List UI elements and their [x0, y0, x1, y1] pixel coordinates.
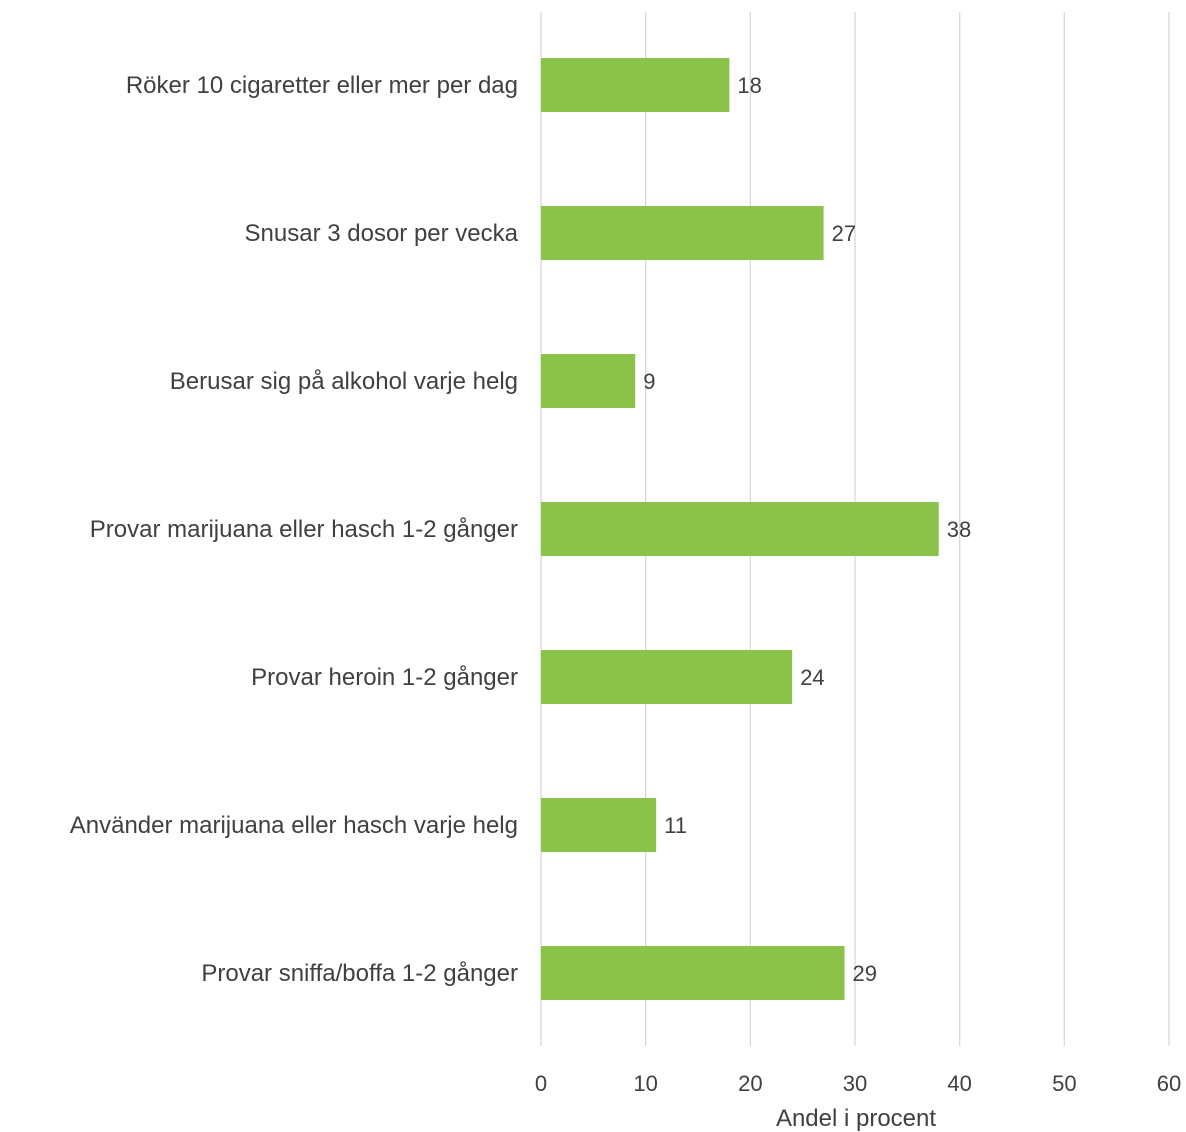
x-tick-label: 40: [947, 1071, 971, 1096]
data-label: 18: [737, 73, 761, 98]
data-label: 9: [643, 369, 655, 394]
data-label: 24: [800, 665, 824, 690]
bar: [541, 502, 939, 556]
category-labels: Röker 10 cigaretter eller mer per dag Snu…: [70, 72, 519, 987]
data-label: 38: [947, 517, 971, 542]
x-tick-label: 0: [535, 1071, 547, 1096]
x-tick-label: 50: [1052, 1071, 1076, 1096]
bar: [541, 354, 636, 408]
category-label: Provar heroin 1-2 gånger: [251, 664, 518, 691]
x-axis-ticks: 0 10 20 30 40 50 60: [535, 1071, 1181, 1096]
bar: [541, 206, 824, 260]
bar: [541, 58, 730, 112]
category-label: Provar marijuana eller hasch 1-2 gånger: [90, 516, 518, 543]
x-tick-label: 10: [633, 1071, 657, 1096]
data-labels: 18 27 9 38 24 11 29: [643, 73, 971, 986]
category-label: Röker 10 cigaretter eller mer per dag: [126, 72, 518, 99]
data-label: 27: [832, 221, 856, 246]
bar: [541, 650, 793, 704]
category-label: Provar sniffa/boffa 1-2 gånger: [201, 960, 518, 987]
x-tick-label: 30: [843, 1071, 867, 1096]
category-label: Snusar 3 dosor per vecka: [245, 220, 519, 247]
bar: [541, 946, 845, 1000]
bar: [541, 798, 657, 852]
data-label: 11: [664, 813, 687, 838]
category-label: Använder marijuana eller hasch varje hel…: [70, 812, 518, 839]
x-tick-label: 60: [1157, 1071, 1181, 1096]
x-axis-title: Andel i procent: [776, 1105, 936, 1132]
bars: [541, 58, 939, 1000]
category-label: Berusar sig på alkohol varje helg: [170, 368, 518, 395]
x-tick-label: 20: [738, 1071, 762, 1096]
data-label: 29: [853, 961, 877, 986]
